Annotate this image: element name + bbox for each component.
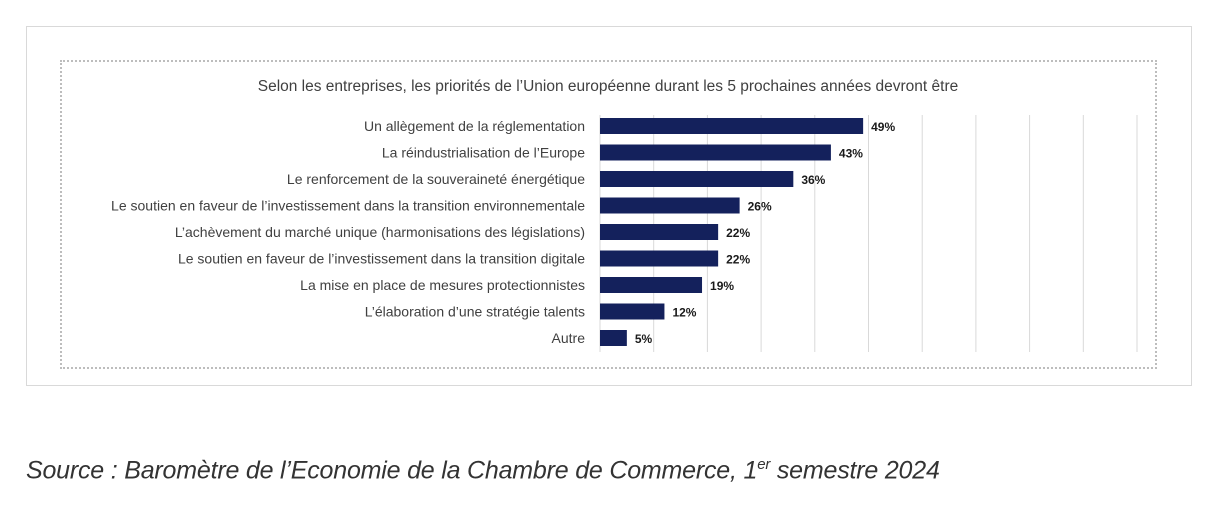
bar (600, 303, 665, 320)
data-label: 36% (801, 173, 825, 187)
bar (600, 277, 703, 293)
data-label: 26% (748, 200, 772, 214)
chart-area (60, 60, 1157, 369)
category-label: Le renforcement de la souveraineté énerg… (287, 171, 585, 187)
data-label: 43% (839, 147, 863, 161)
source-note: Source : Baromètre de l’Economie de la C… (26, 456, 940, 485)
bar (600, 224, 719, 240)
category-label: L’élaboration d’une stratégie talents (365, 304, 585, 320)
data-label: 22% (726, 226, 750, 240)
data-label: 22% (726, 253, 750, 267)
data-label: 5% (635, 332, 653, 346)
bar (600, 171, 794, 187)
bar (600, 197, 740, 214)
data-label: 49% (871, 120, 895, 134)
category-label: La mise en place de mesures protectionni… (300, 277, 585, 293)
category-label: Autre (552, 330, 586, 346)
source-text-end: semestre 2024 (770, 456, 940, 485)
source-superscript: er (757, 456, 771, 473)
chart-title: Selon les entreprises, les priorités de … (257, 78, 959, 95)
category-label: Le soutien en faveur de l’investissement… (178, 251, 585, 267)
bar (600, 144, 831, 161)
category-label: L’achèvement du marché unique (harmonisa… (175, 224, 585, 240)
bar (600, 118, 864, 134)
category-label: Un allègement de la réglementation (364, 118, 585, 134)
data-label: 19% (710, 279, 734, 293)
chart-frame (26, 26, 1192, 386)
bar (600, 330, 627, 346)
data-label: 12% (672, 306, 696, 320)
bar (600, 250, 719, 267)
category-label: La réindustrialisation de l’Europe (382, 145, 585, 161)
source-text: Source : Baromètre de l’Economie de la C… (26, 456, 758, 485)
category-label: Le soutien en faveur de l’investissement… (111, 198, 585, 214)
